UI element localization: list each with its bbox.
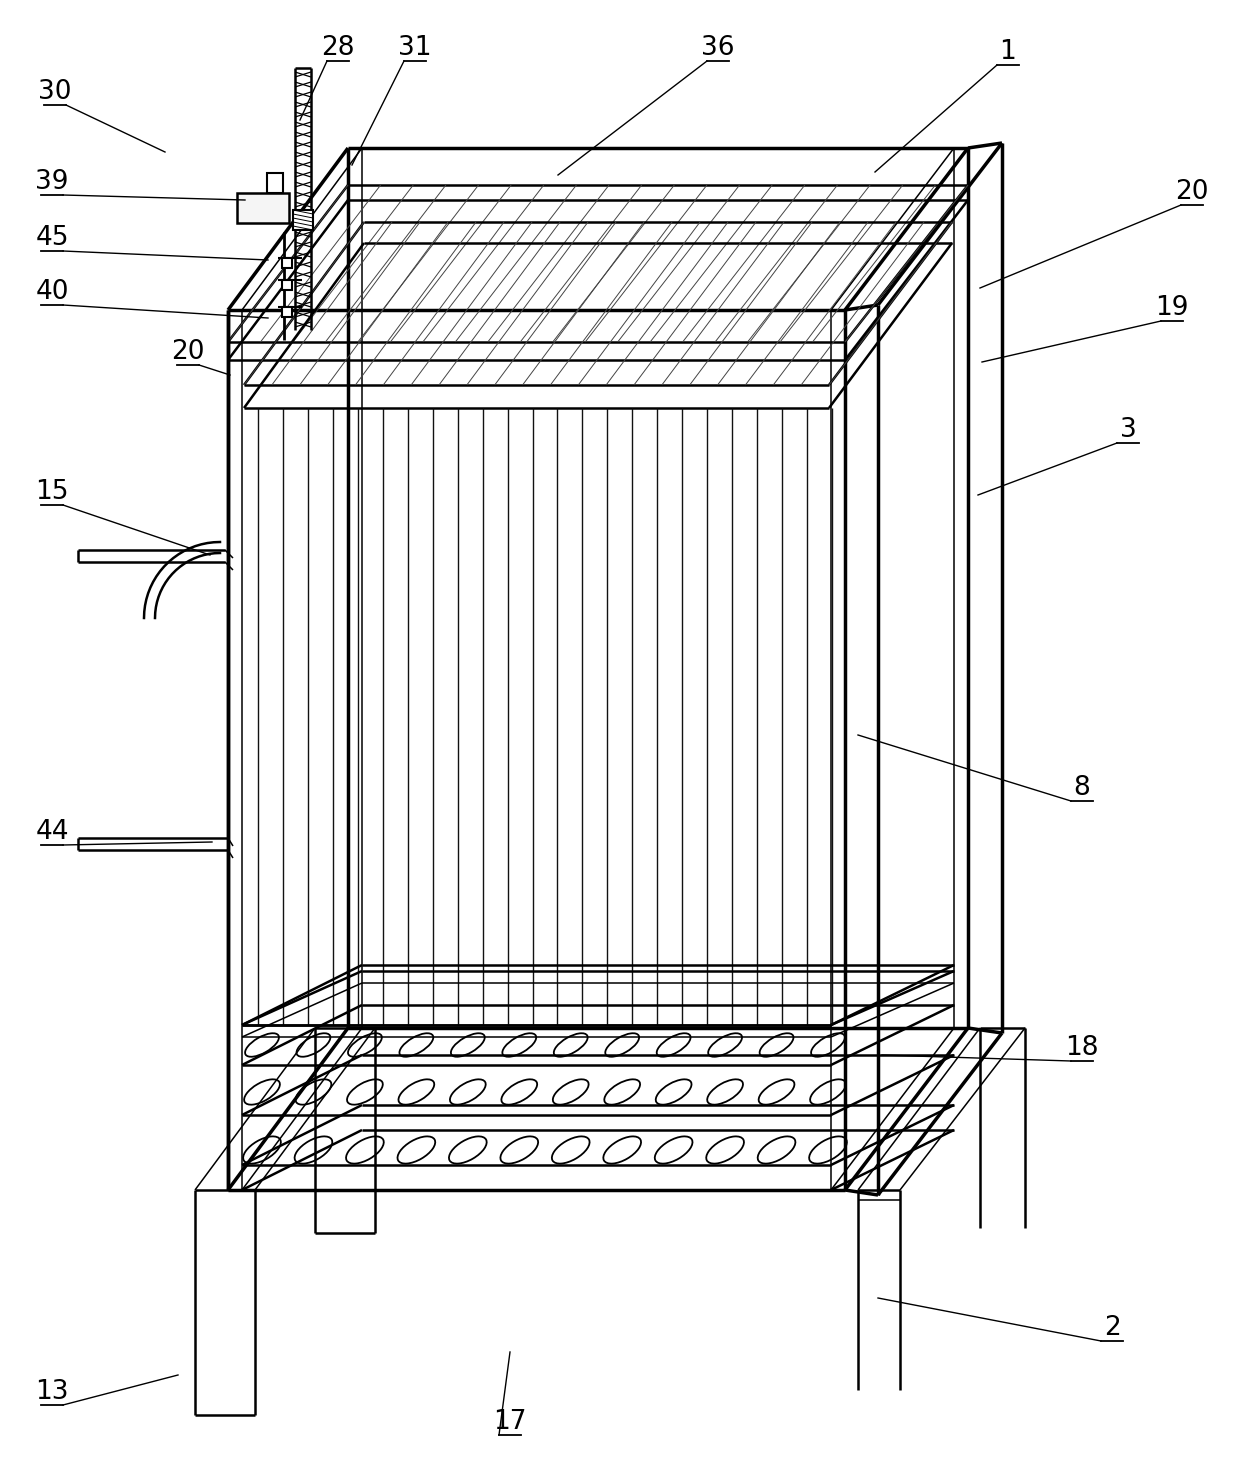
Text: 40: 40 <box>35 279 68 305</box>
Text: 28: 28 <box>321 35 355 60</box>
Bar <box>281 258 291 268</box>
Bar <box>293 209 312 230</box>
Text: 31: 31 <box>398 35 432 60</box>
Text: 30: 30 <box>38 80 72 105</box>
Text: 3: 3 <box>1120 417 1136 444</box>
Text: 20: 20 <box>171 339 205 366</box>
Text: 1: 1 <box>999 38 1017 65</box>
Text: 17: 17 <box>494 1409 527 1436</box>
Text: 2: 2 <box>1104 1315 1121 1341</box>
Text: 44: 44 <box>35 820 68 845</box>
Text: 13: 13 <box>35 1380 68 1405</box>
Text: 15: 15 <box>35 479 68 506</box>
Text: 45: 45 <box>35 226 68 251</box>
Bar <box>237 193 289 223</box>
Text: 18: 18 <box>1065 1035 1099 1061</box>
Bar <box>281 280 291 290</box>
Text: 39: 39 <box>35 170 68 195</box>
Bar <box>281 307 291 317</box>
Text: 20: 20 <box>1176 178 1209 205</box>
Bar <box>267 172 283 193</box>
Text: 36: 36 <box>702 35 735 60</box>
Text: 19: 19 <box>1156 295 1189 321</box>
Text: 8: 8 <box>1074 775 1090 800</box>
